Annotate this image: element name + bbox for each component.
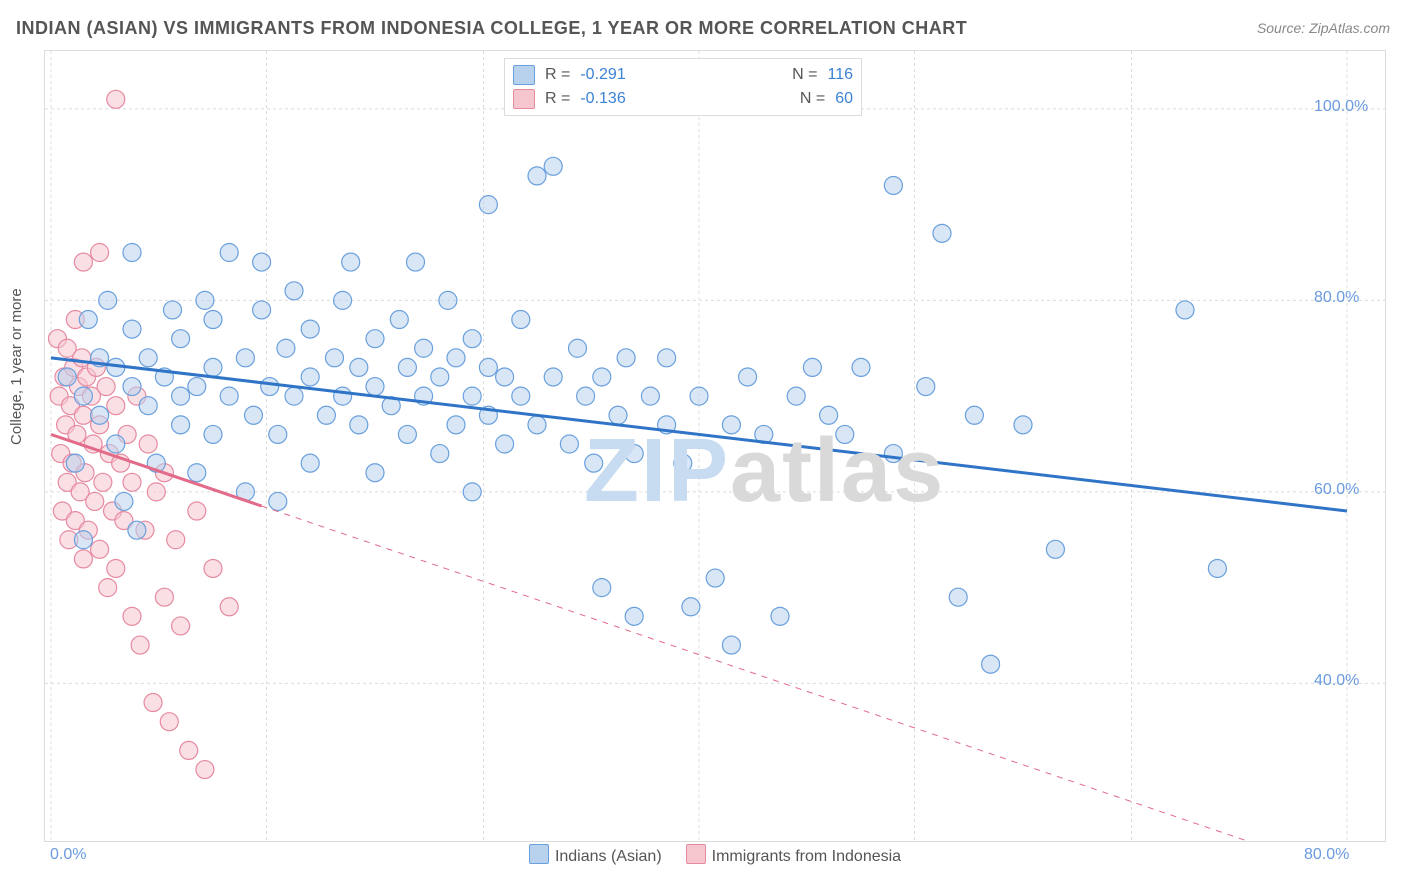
legend-n-value: 60 [835,90,853,108]
legend-series-label: Indians (Asian) [555,848,662,865]
scatter-svg [45,51,1385,841]
legend-r-value: -0.291 [580,66,625,84]
series-legend: Indians (Asian) Immigrants from Indonesia [0,844,1406,890]
source-attribution: Source: ZipAtlas.com [1257,20,1390,36]
legend-r-label: R = [545,66,570,84]
legend-r-value: -0.136 [580,90,625,108]
y-tick-label: 80.0% [1314,289,1359,307]
y-axis-label: College, 1 year or more [8,288,25,445]
correlation-legend: R =-0.291N =116R =-0.136N =60 [504,58,862,116]
x-tick-label: 80.0% [1304,846,1349,864]
legend-series-label: Immigrants from Indonesia [712,848,901,865]
legend-row: R = -0.291 N = 116 [513,63,853,87]
legend-r-label: R = [545,90,570,108]
legend-swatch [513,65,535,85]
legend-swatch [686,844,706,864]
legend-row: R = -0.136 N = 60 [513,87,853,111]
legend-n-label: N = [800,90,825,108]
plot-area [44,50,1386,842]
y-tick-label: 100.0% [1314,98,1368,116]
y-tick-label: 60.0% [1314,481,1359,499]
legend-swatch [513,89,535,109]
legend-n-label: N = [792,66,817,84]
legend-n-value: 116 [827,66,853,84]
y-tick-label: 40.0% [1314,672,1359,690]
x-tick-label: 0.0% [50,846,86,864]
chart-title: INDIAN (ASIAN) VS IMMIGRANTS FROM INDONE… [16,18,967,39]
legend-swatch [529,844,549,864]
